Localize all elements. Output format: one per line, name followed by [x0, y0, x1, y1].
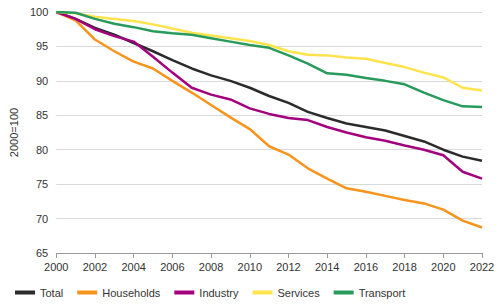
svg-text:Transport: Transport: [359, 287, 406, 299]
svg-text:Industry: Industry: [199, 287, 239, 299]
svg-text:Services: Services: [277, 287, 320, 299]
svg-text:Total: Total: [40, 287, 63, 299]
svg-text:90: 90: [36, 75, 48, 87]
svg-text:80: 80: [36, 144, 48, 156]
svg-text:2012: 2012: [276, 261, 300, 273]
svg-text:2010: 2010: [238, 261, 262, 273]
svg-text:2016: 2016: [354, 261, 378, 273]
svg-text:Households: Households: [102, 287, 161, 299]
svg-text:2020: 2020: [431, 261, 455, 273]
svg-text:75: 75: [36, 178, 48, 190]
svg-text:2008: 2008: [199, 261, 223, 273]
svg-text:2022: 2022: [470, 261, 494, 273]
svg-text:100: 100: [30, 6, 48, 18]
svg-text:2004: 2004: [121, 261, 145, 273]
svg-text:2014: 2014: [315, 261, 339, 273]
svg-text:2002: 2002: [83, 261, 107, 273]
svg-text:2000=100: 2000=100: [8, 108, 20, 157]
svg-text:70: 70: [36, 213, 48, 225]
svg-text:2000: 2000: [44, 261, 68, 273]
svg-text:2018: 2018: [392, 261, 416, 273]
svg-text:2006: 2006: [160, 261, 184, 273]
svg-text:95: 95: [36, 40, 48, 52]
svg-text:65: 65: [36, 247, 48, 259]
svg-text:85: 85: [36, 109, 48, 121]
